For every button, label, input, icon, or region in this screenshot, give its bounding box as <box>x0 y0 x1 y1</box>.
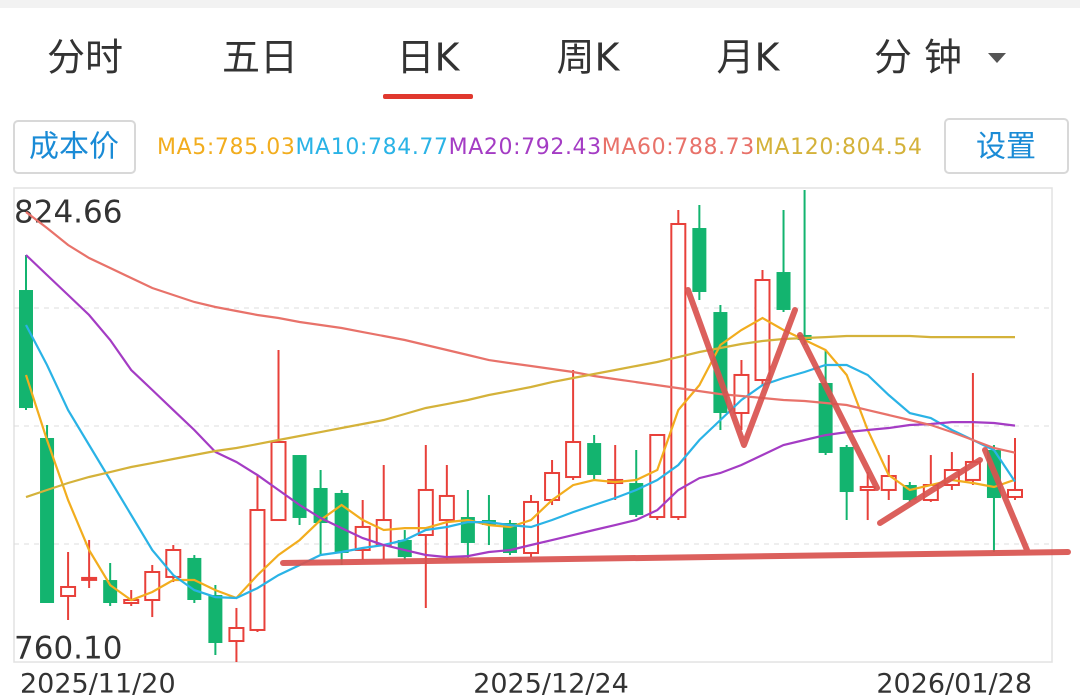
chart-frame <box>13 187 1053 663</box>
annotation-stroke <box>280 549 1071 566</box>
tab[interactable]: 分时 <box>47 36 123 80</box>
settings-button[interactable] <box>944 118 1069 174</box>
candle-body <box>670 222 687 519</box>
annotation-stroke <box>685 287 798 448</box>
candle-body <box>754 278 771 382</box>
candle-body <box>502 523 517 553</box>
ma-line <box>25 334 1015 499</box>
legend-entry: MA5:785.03 <box>157 135 295 160</box>
candle-body <box>81 576 98 581</box>
legend-entry: MA10:784.77 <box>296 135 449 160</box>
candle-body <box>60 585 77 597</box>
candle-body <box>208 595 223 643</box>
annotation-stroke <box>797 332 880 491</box>
candle-body <box>1007 488 1023 498</box>
candle-body <box>334 492 349 553</box>
y-tick-label: 824.66 <box>14 195 122 231</box>
candle-body <box>859 485 876 491</box>
dropdown-arrow[interactable] <box>988 53 1006 63</box>
candle-body <box>565 441 582 479</box>
ma-line <box>25 324 1016 600</box>
ma-line <box>24 316 1016 602</box>
candle-body <box>692 228 707 292</box>
candle-body <box>587 443 602 475</box>
candle-body <box>19 290 33 409</box>
candle-body <box>397 539 412 558</box>
tab[interactable]: 分 钟 <box>874 36 962 80</box>
candle-body <box>144 571 161 602</box>
candle-body <box>249 509 266 631</box>
tab[interactable]: 月K <box>717 36 781 80</box>
candle-body <box>40 437 55 603</box>
candle-body <box>839 446 854 493</box>
candle-body <box>733 373 750 414</box>
y-tick-label: 760.10 <box>14 631 122 667</box>
x-tick-label: 2026/01/28 <box>876 669 1032 696</box>
tab-underline <box>383 94 473 99</box>
plot: 760.10 824.66 2025/11/20 2025/12/24 2026/01/… <box>14 190 1052 696</box>
candle-body <box>165 548 182 578</box>
candle-body <box>438 494 455 522</box>
annotation-stroke <box>877 457 983 526</box>
candle-body <box>417 488 434 537</box>
x-tick-label: 2025/11/20 <box>20 669 176 696</box>
candle-body <box>270 441 287 522</box>
candle-body <box>313 487 328 524</box>
candle-body <box>103 580 118 603</box>
ma-line <box>25 211 1016 454</box>
tab[interactable]: 五日 <box>222 36 298 80</box>
tab[interactable]: 日K <box>397 36 461 80</box>
cost-button[interactable] <box>13 120 136 174</box>
candle-body <box>228 627 245 643</box>
annotation-stroke <box>982 447 1030 553</box>
candle-body <box>375 519 392 547</box>
status-strip <box>0 0 1080 8</box>
x-tick-label: 2025/12/24 <box>473 669 629 696</box>
hand-drawings <box>280 287 1071 566</box>
ma-line <box>25 254 1016 559</box>
legend-entry: MA120:804.54 <box>755 135 922 160</box>
candle-body <box>776 272 791 310</box>
legend-entry: MA60:788.73 <box>602 135 755 160</box>
cost-button-label[interactable]: 成本价 <box>29 130 119 165</box>
tab[interactable]: 周K <box>557 36 621 80</box>
settings-button-label[interactable]: 设置 <box>976 130 1036 165</box>
legend: MA5:785.03MA10:784.77MA20:792.43MA60:788… <box>157 135 922 160</box>
legend-entry: MA20:792.43 <box>449 135 602 160</box>
